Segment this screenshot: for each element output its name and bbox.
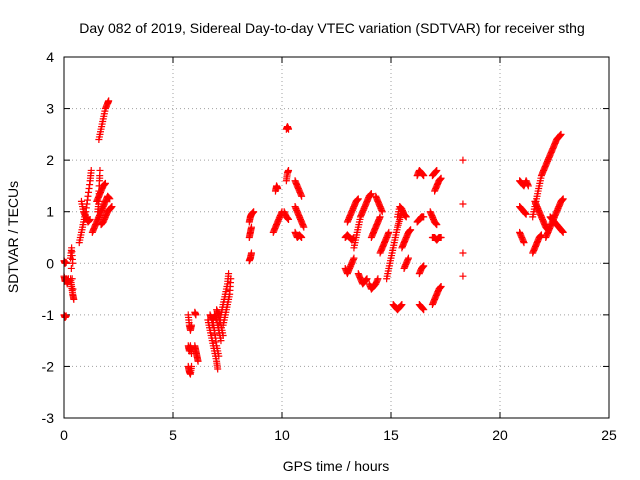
data-point	[559, 228, 567, 236]
data-point	[69, 259, 77, 267]
data-point	[285, 215, 293, 223]
data-point	[433, 221, 441, 229]
data-point	[520, 239, 528, 247]
data-point	[437, 234, 445, 241]
x-tick-label: 10	[274, 427, 290, 443]
data-point	[459, 200, 467, 208]
grid-lines	[64, 57, 609, 418]
data-point	[219, 331, 227, 339]
data-point	[250, 208, 258, 216]
y-tick-label: 3	[46, 101, 54, 117]
data-point	[354, 195, 362, 203]
data-point	[363, 275, 371, 283]
data-point	[437, 282, 445, 290]
data-point	[94, 208, 102, 216]
x-tick-label: 25	[601, 427, 617, 443]
data-point	[214, 365, 222, 373]
data-point	[108, 203, 116, 211]
data-point	[215, 352, 223, 360]
data-point	[274, 185, 282, 193]
y-axis-label: SDTVAR / TECUs	[5, 181, 21, 293]
data-point	[87, 166, 95, 174]
data-point	[101, 179, 109, 187]
y-tick-label: 2	[46, 152, 54, 168]
y-tick-label: -2	[42, 358, 55, 374]
data-point	[194, 357, 202, 365]
data-point	[298, 192, 306, 200]
data-point	[106, 195, 114, 203]
data-point	[67, 264, 75, 272]
data-point	[247, 223, 255, 231]
data-point	[420, 172, 428, 180]
data-point	[378, 208, 386, 216]
data-point	[86, 215, 94, 223]
y-tick-label: 1	[46, 204, 54, 220]
data-point	[385, 228, 393, 236]
data-point	[407, 226, 415, 234]
data-point	[437, 174, 445, 182]
data-point	[300, 223, 308, 231]
chart-title: Day 082 of 2019, Sidereal Day-to-day VTE…	[79, 20, 585, 36]
data-point	[459, 272, 467, 280]
data-point	[188, 321, 196, 329]
data-points	[60, 97, 567, 378]
data-point	[247, 249, 255, 257]
data-point	[192, 311, 200, 319]
data-point	[433, 166, 441, 174]
y-tick-label: 4	[46, 49, 54, 65]
data-point	[350, 254, 358, 262]
data-point	[225, 270, 233, 278]
x-tick-label: 20	[492, 427, 508, 443]
data-point	[522, 210, 530, 218]
data-point	[402, 213, 410, 221]
data-point	[459, 249, 467, 257]
data-point	[420, 213, 428, 221]
data-point	[398, 301, 406, 309]
data-point	[374, 275, 382, 283]
x-axis-label: GPS time / hours	[283, 458, 390, 474]
y-tick-label: -1	[42, 307, 55, 323]
data-point	[227, 275, 235, 283]
y-tick-label: 0	[46, 255, 54, 271]
data-point	[188, 362, 196, 370]
x-tick-label: 5	[169, 427, 177, 443]
data-point	[105, 97, 113, 105]
y-tick-label: -3	[42, 410, 55, 426]
data-point	[285, 125, 293, 133]
data-point	[559, 195, 567, 203]
data-point	[420, 306, 428, 314]
data-point	[404, 254, 412, 262]
data-point	[376, 213, 384, 221]
data-point	[96, 174, 104, 182]
data-point	[420, 262, 428, 270]
data-point	[96, 166, 104, 174]
data-point	[557, 130, 565, 138]
data-point	[298, 234, 306, 241]
data-point	[285, 166, 293, 174]
axis-ticks: 0 5 10 15 20 25 -3 -2 -1 0 1 2 3 4	[42, 49, 617, 443]
data-point	[524, 182, 532, 190]
data-point	[459, 156, 467, 164]
x-tick-label: 0	[60, 427, 68, 443]
plot-frame	[63, 56, 610, 419]
data-point	[70, 295, 78, 303]
data-point	[367, 190, 375, 198]
data-point	[69, 285, 77, 293]
x-tick-label: 15	[383, 427, 399, 443]
data-point	[68, 275, 76, 283]
data-point	[217, 337, 225, 345]
